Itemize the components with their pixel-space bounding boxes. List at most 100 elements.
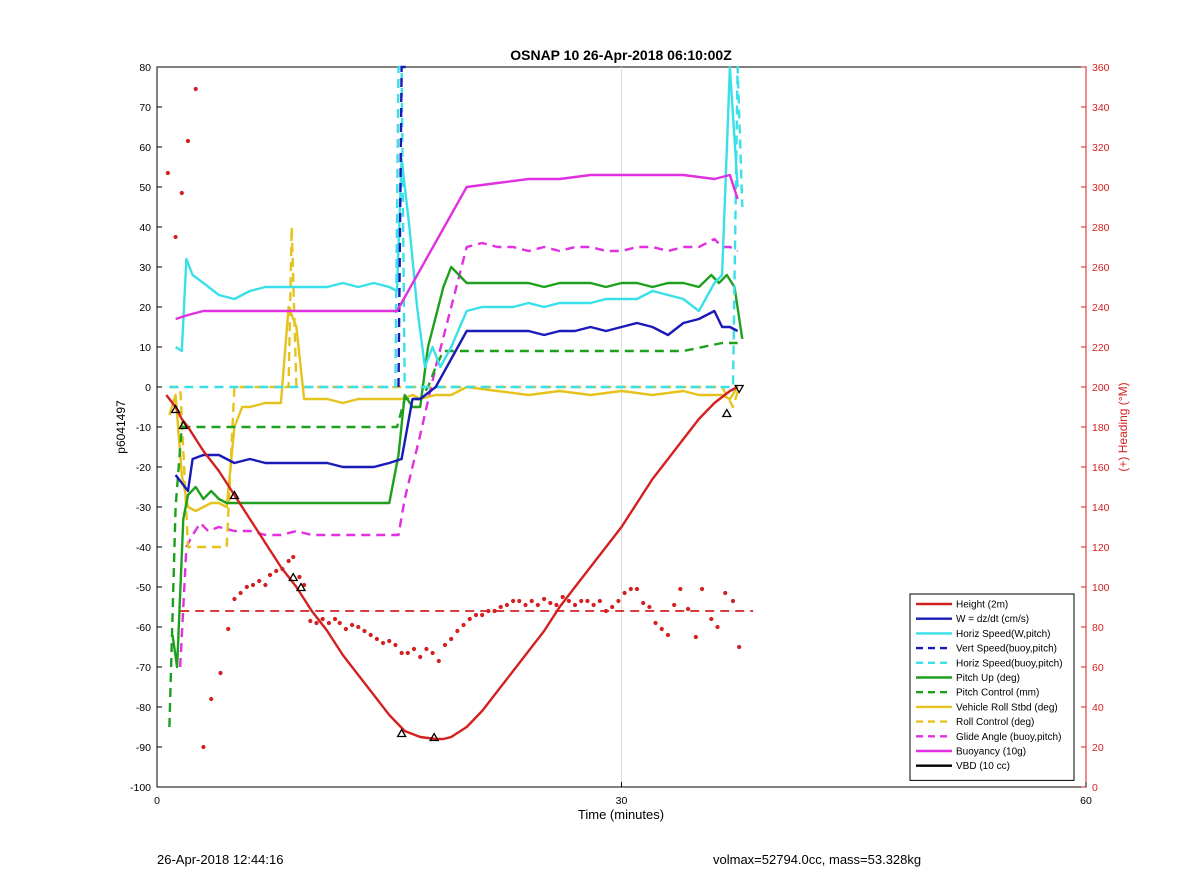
- chart-title: OSNAP 10 26-Apr-2018 06:10:00Z: [510, 47, 732, 63]
- heading-dot: [250, 582, 256, 588]
- heading-dot: [393, 642, 398, 648]
- y-right-tick-label: 280: [1092, 222, 1110, 234]
- y-right-tick-label: 120: [1092, 542, 1110, 554]
- y-right-tick-label: 140: [1092, 502, 1110, 514]
- heading-dot: [616, 598, 621, 604]
- heading-dot: [257, 578, 262, 584]
- heading-dot: [362, 628, 367, 634]
- dive-marker-triangle: [288, 572, 299, 582]
- heading-dot: [597, 598, 602, 604]
- y-right-tick-label: 60: [1092, 662, 1104, 674]
- y-right-tick-label: 40: [1092, 702, 1104, 714]
- heading-dot: [349, 622, 355, 628]
- series-line: [169, 225, 741, 549]
- y-right-tick-label: 360: [1092, 62, 1110, 74]
- heading-dot: [320, 616, 325, 622]
- y-tick-label: 0: [145, 382, 151, 394]
- heading-dot: [647, 604, 652, 610]
- y-right-tick-label: 200: [1092, 382, 1110, 394]
- y-tick-label: 20: [139, 302, 151, 314]
- heading-dot: [238, 590, 243, 596]
- heading-dot: [693, 634, 698, 640]
- heading-dot: [380, 640, 386, 646]
- y-tick-label: -80: [136, 702, 151, 714]
- dive-marker-triangle: [295, 582, 307, 592]
- heading-dot: [209, 696, 214, 702]
- dive-marker-triangle: [178, 420, 189, 430]
- y-tick-label: 60: [139, 142, 151, 154]
- legend-label: Glide Angle (buoy,pitch): [956, 732, 1061, 743]
- legend-label: Vehicle Roll Stbd (deg): [956, 702, 1058, 713]
- heading-dot: [529, 598, 534, 604]
- heading-dot: [218, 670, 223, 676]
- heading-dot: [659, 626, 664, 632]
- heading-dot: [308, 618, 313, 624]
- heading-dot: [653, 620, 658, 626]
- heading-dot: [560, 594, 565, 600]
- legend: Height (2m) W = dz/dt (cm/s) Horiz Speed(W…: [909, 593, 1075, 781]
- heading-dot: [193, 86, 198, 92]
- y-right-tick-label: 0: [1092, 782, 1098, 794]
- heading-dot: [672, 602, 677, 608]
- y-tick-label: -50: [136, 582, 151, 594]
- x-axis-label: Time (minutes): [578, 807, 664, 822]
- y-tick-label: -70: [136, 662, 151, 674]
- y-tick-label: 40: [139, 222, 151, 234]
- heading-dot: [548, 600, 553, 606]
- heading-dot: [263, 582, 268, 588]
- heading-dot: [418, 654, 423, 660]
- heading-dot: [461, 622, 466, 628]
- heading-dot: [326, 620, 331, 626]
- heading-dot: [179, 190, 184, 196]
- heading-dot: [430, 650, 435, 656]
- y-right-tick-label: 220: [1092, 342, 1110, 354]
- legend-label: W = dz/dt (cm/s): [956, 614, 1029, 625]
- heading-dot: [492, 608, 497, 614]
- y-tick-label: -60: [136, 622, 151, 634]
- plot-area-group: -100-90-80-70-60-50-40-30-20-10010203040…: [130, 62, 1110, 807]
- y-right-tick-label: 340: [1092, 102, 1110, 114]
- heading-dot: [173, 234, 178, 240]
- heading-dot: [165, 170, 170, 176]
- heading-dot: [297, 574, 302, 580]
- heading-dot: [678, 586, 683, 592]
- heading-dot: [343, 626, 348, 632]
- heading-dot: [232, 596, 237, 602]
- heading-dot: [511, 598, 516, 604]
- heading-dot: [685, 606, 691, 612]
- heading-dot: [405, 650, 410, 656]
- heading-dot: [699, 586, 705, 592]
- heading-dot: [541, 596, 547, 602]
- heading-dot: [267, 572, 273, 578]
- heading-dot: [535, 602, 540, 608]
- series-line: [174, 309, 739, 493]
- legend-label: Horiz Speed(W,pitch): [956, 629, 1050, 640]
- footer-summary: volmax=52794.0cc, mass=53.328kg: [713, 852, 922, 867]
- heading-dot: [332, 616, 338, 622]
- y-right-tick-label: 80: [1092, 622, 1104, 634]
- heading-dot: [356, 624, 361, 630]
- dive-marker-triangle: [734, 384, 745, 394]
- footer-timestamp: 26-Apr-2018 12:44:16: [157, 852, 284, 867]
- heading-dot: [442, 642, 448, 648]
- y-right-tick-label: 100: [1092, 582, 1110, 594]
- heading-dot: [374, 636, 379, 642]
- heading-dot: [634, 586, 640, 592]
- heading-dot: [337, 620, 342, 626]
- heading-dot: [185, 138, 191, 144]
- heading-dot: [280, 566, 285, 572]
- heading-dot: [286, 558, 291, 564]
- right-axis: 0 20 40 60 80 100 120 140 160 180 200 220 240 260 280 3…: [1081, 62, 1110, 794]
- legend-label: Roll Control (deg): [956, 717, 1034, 728]
- heading-dot: [709, 616, 714, 622]
- series-line: [175, 173, 739, 321]
- marker-layer: [170, 384, 745, 742]
- x-tick-label: 0: [154, 795, 160, 807]
- y-right-tick-label: 260: [1092, 262, 1110, 274]
- heading-dot: [504, 602, 510, 608]
- heading-dot: [480, 612, 485, 618]
- legend-label: Horiz Speed(buoy,pitch): [956, 658, 1063, 669]
- series-line: [165, 385, 739, 741]
- series-line: [171, 265, 744, 669]
